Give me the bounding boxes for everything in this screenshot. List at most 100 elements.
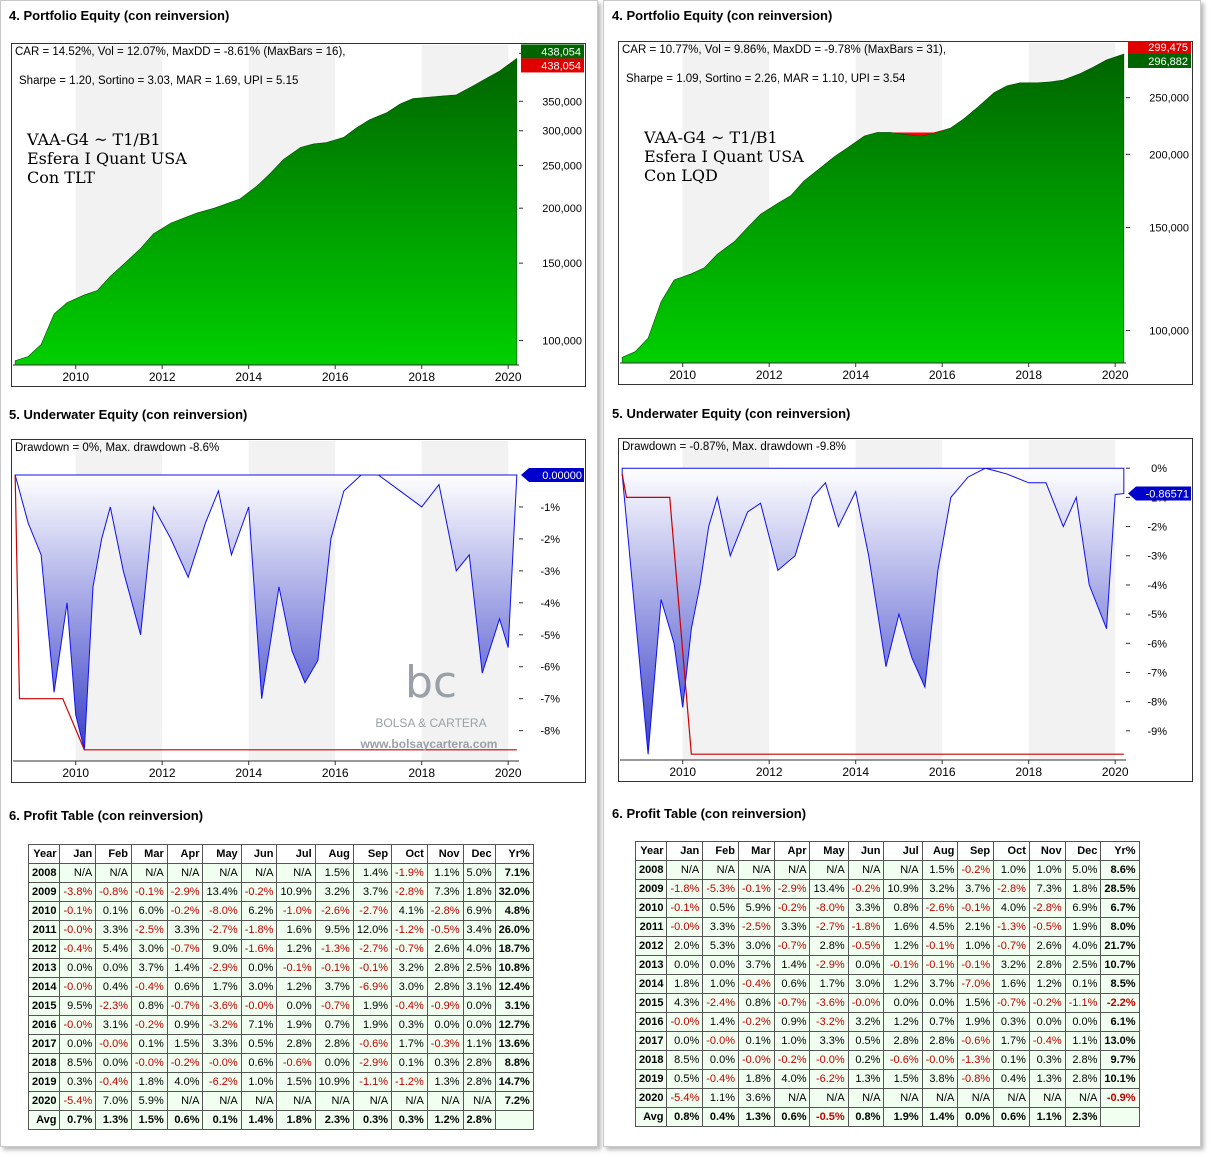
table-cell: -0.7%	[773, 993, 811, 1013]
table-cell: 2.8%	[1064, 1050, 1102, 1070]
table-cell: 0.0%	[95, 1053, 132, 1073]
table-cell: 0.0%	[883, 993, 923, 1013]
table-cell: -3.2%	[202, 1015, 242, 1035]
profit-table-lqd: Year Jan Feb Mar Apr May Jun Jul Aug Sep Oct Nov Dec…	[634, 841, 1140, 1127]
x-tick-label: 2014	[235, 766, 262, 780]
chart-svg: 450,000350,000300,000250,000200,000150,0…	[11, 43, 586, 387]
table-cell: 5.4%	[95, 939, 132, 959]
table-cell: -2.5%	[737, 917, 775, 937]
table-cell: 0.3%	[59, 1072, 97, 1092]
table-cell: 2.8%	[314, 1034, 354, 1054]
table-cell: 2019	[27, 1072, 61, 1092]
drawdown-stats: Drawdown = 0%, Max. drawdown -8.6%	[15, 442, 219, 454]
table-cell: 13.6%	[494, 1034, 534, 1054]
table-cell: -3.6%	[202, 996, 242, 1016]
table-cell: 0.7%	[59, 1110, 97, 1130]
table-cell: -0.4%	[737, 974, 775, 994]
table-cell: -0.8%	[95, 882, 132, 902]
table-row: 2020 -5.4% 1.1% 3.6% N/A N/A N/A N/A N/A N/A N/A N/…	[634, 1088, 1140, 1108]
table-cell: 2.8%	[462, 1110, 496, 1130]
table-cell: 1.9%	[352, 1015, 393, 1035]
table-cell: 8.5%	[1100, 974, 1140, 994]
table-cell: N/A	[166, 863, 204, 883]
table-cell: -0.1%	[130, 882, 168, 902]
table-cell: 3.7%	[352, 882, 393, 902]
table-cell: 1.2%	[883, 936, 923, 956]
table-cell: 0.1%	[202, 1110, 242, 1130]
table-cell: 1.7%	[993, 1031, 1030, 1051]
table-cell: 1.9%	[352, 996, 393, 1016]
table-row: 2009 -1.8% -5.3% -0.1% -2.9% 13.4% -0.2% 10.9% 3…	[634, 879, 1140, 899]
table-cell: -0.1%	[957, 898, 995, 918]
table-cell: 2012	[634, 936, 668, 956]
table-cell: 0.5%	[847, 1031, 885, 1051]
column-header: Yr%	[1100, 841, 1140, 861]
equity-area	[14, 57, 518, 366]
table-cell: N/A	[737, 860, 775, 880]
table-cell: 12.7%	[494, 1015, 534, 1035]
y-tick-label: -6%	[540, 662, 560, 674]
table-cell: 3.7%	[737, 955, 775, 975]
table-cell: -0.4%	[95, 1072, 132, 1092]
x-tick-label: 2012	[149, 766, 176, 780]
y-tick-label: -7%	[540, 694, 560, 706]
table-cell: -2.7%	[202, 920, 242, 940]
table-cell: 3.0%	[391, 977, 428, 997]
table-cell: 5.0%	[462, 863, 496, 883]
table-cell: 1.1%	[1064, 1031, 1102, 1051]
table-cell: 0.0%	[1028, 1012, 1066, 1032]
table-cell: 0.0%	[426, 1015, 464, 1035]
table-cell: -0.4%	[702, 1069, 739, 1089]
y-tick-label: 150,000	[542, 258, 582, 270]
table-cell: 0.4%	[95, 977, 132, 997]
table-cell: 10.9%	[276, 882, 316, 902]
table-row: 2015 4.3% -2.4% 0.8% -0.7% -3.6% -0.0% 0.0% 0.0%…	[634, 993, 1140, 1013]
y-tick-label: -6%	[1147, 638, 1167, 650]
table-cell: 2.8%	[1028, 955, 1066, 975]
table-cell: 1.5%	[883, 1069, 923, 1089]
column-header: Oct	[391, 844, 428, 864]
table-cell: 2019	[634, 1069, 668, 1089]
table-cell: -5.4%	[666, 1088, 704, 1108]
table-cell: N/A	[202, 1091, 242, 1111]
table-cell: 1.3%	[95, 1110, 132, 1130]
table-cell: N/A	[921, 1088, 959, 1108]
table-cell: 2020	[634, 1088, 668, 1108]
table-cell: 0.4%	[993, 1069, 1030, 1089]
table-cell: 1.6%	[883, 917, 923, 937]
y-tick-label: -5%	[540, 630, 560, 642]
table-cell: 0.8%	[666, 1107, 704, 1127]
table-cell: -0.0%	[809, 1050, 849, 1070]
table-cell: 0.6%	[166, 1110, 204, 1130]
table-cell: 0.9%	[773, 1012, 811, 1032]
table-cell: 2.8%	[426, 958, 464, 978]
y-tick-label: -2%	[1147, 522, 1167, 534]
table-cell: -1.3%	[957, 1050, 995, 1070]
table-row: 2018 8.5% 0.0% -0.0% -0.2% -0.0% 0.6% -0.6% 0.0%…	[27, 1053, 534, 1073]
table-cell: -0.7%	[773, 936, 811, 956]
table-cell: 10.1%	[1100, 1069, 1140, 1089]
max-drawdown-line	[621, 473, 1124, 755]
column-header: Sep	[352, 844, 393, 864]
y-tick-label: -4%	[1147, 580, 1167, 592]
left-report-panel: 4. Portfolio Equity (con reinversion) 45…	[0, 0, 598, 1147]
column-header: Year	[634, 841, 668, 861]
table-cell: -1.8%	[240, 920, 278, 940]
table-cell: N/A	[426, 1091, 464, 1111]
table-cell: 0.0%	[59, 1034, 97, 1054]
table-cell: 3.2%	[391, 958, 428, 978]
table-cell: 1.2%	[883, 974, 923, 994]
table-cell: -0.2%	[130, 1015, 168, 1035]
table-cell: Avg	[634, 1107, 668, 1127]
table-cell: N/A	[773, 860, 811, 880]
table-cell: -3.6%	[809, 993, 849, 1013]
table-cell: 10.9%	[314, 1072, 354, 1092]
right-report-panel: 4. Portfolio Equity (con reinversion) 25…	[603, 0, 1201, 1147]
column-header: Mar	[737, 841, 775, 861]
table-cell: -0.9%	[1100, 1088, 1140, 1108]
table-cell: 1.7%	[202, 977, 242, 997]
column-header: Jan	[59, 844, 97, 864]
table-cell: -0.6%	[957, 1031, 995, 1051]
table-cell: -0.0%	[847, 993, 885, 1013]
table-cell: 1.2%	[426, 1110, 464, 1130]
